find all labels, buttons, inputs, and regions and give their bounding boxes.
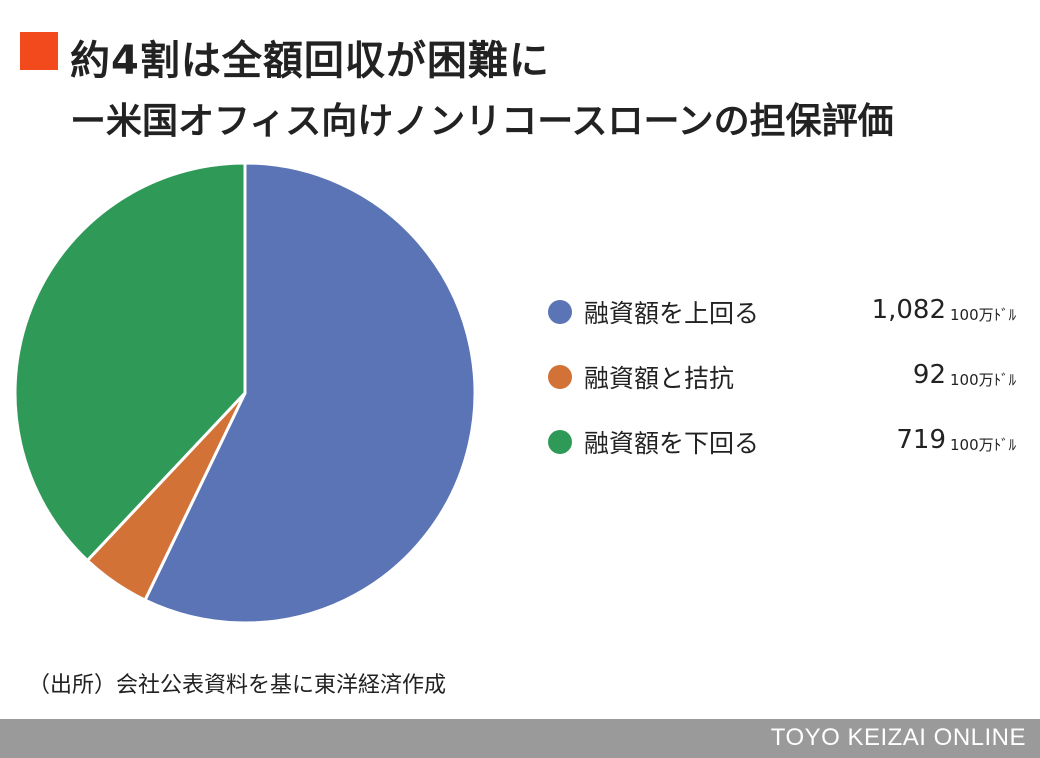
legend-value-above: 1,082 [871,295,946,325]
legend-value-below: 719 [896,425,946,455]
pie-slice-below [13,161,247,562]
legend-value-equal: 92 [912,360,946,390]
legend-label-above: 融資額を上回る [584,299,760,328]
legend-unit-equal: 100万ﾄﾞﾙ [950,371,1017,389]
legend: 融資額を上回る 1,082 100万ﾄﾞﾙ 融資額と拮抗 92 100万ﾄﾞﾙ … [548,292,1028,487]
chart-title: 約4割は全額回収が困難に [70,38,550,84]
legend-swatch-above [548,300,572,324]
source-note: （出所）会社公表資料を基に東洋経済作成 [28,673,447,698]
footer-bar: TOYO KEIZAI ONLINE [0,719,1040,758]
legend-label-below: 融資額を下回る [584,429,760,458]
chart-subtitle: ー米国オフィス向けノンリコースローンの担保評価 [70,101,894,142]
legend-unit-above: 100万ﾄﾞﾙ [950,306,1017,324]
legend-swatch-equal [548,365,572,389]
legend-item-below: 融資額を下回る 719 100万ﾄﾞﾙ [548,422,1028,462]
footer-brand: TOYO KEIZAI ONLINE [770,724,1026,751]
legend-swatch-below [548,430,572,454]
legend-label-equal: 融資額と拮抗 [584,364,735,393]
pie-chart [13,161,477,625]
legend-unit-below: 100万ﾄﾞﾙ [950,436,1017,454]
title-marker [20,32,58,70]
legend-item-equal: 融資額と拮抗 92 100万ﾄﾞﾙ [548,357,1028,397]
legend-item-above: 融資額を上回る 1,082 100万ﾄﾞﾙ [548,292,1028,332]
pie-slice-above [143,161,477,625]
